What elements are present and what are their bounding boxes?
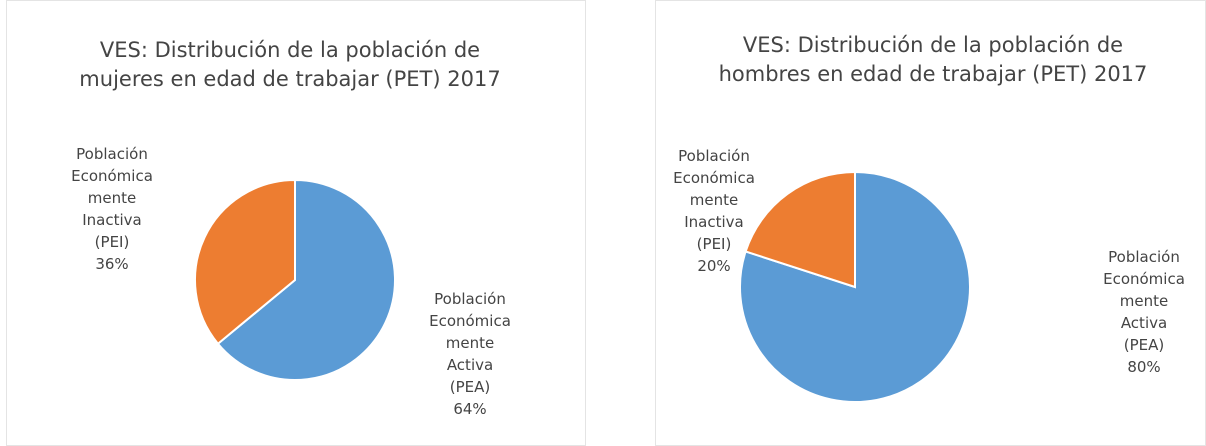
category-label: Población Económicamente Activa (PEA): [429, 290, 511, 396]
chart-title: VES: Distribución de la población de hom…: [718, 33, 1148, 86]
slice-label: Población Económicamente Activa (PEA) 80%: [1102, 246, 1186, 378]
slice-label: Población Económicamente Inactiva (PEI) 2…: [672, 145, 756, 277]
value-label: 20%: [697, 257, 731, 275]
value-label: 80%: [1127, 358, 1161, 376]
pie-slice: [194, 178, 296, 346]
category-label: Población Económicamente Inactiva (PEI): [673, 147, 755, 253]
chart-title: VES: Distribución de la población de muj…: [79, 38, 501, 91]
slice-label: Población Económicamente Inactiva (PEI) 3…: [70, 143, 154, 275]
pie-slice: [744, 170, 856, 289]
category-label: Población Económicamente Activa (PEA): [1103, 248, 1185, 354]
value-label: 36%: [95, 255, 129, 273]
pie-slice: [739, 170, 971, 403]
slice-label: Población Económicamente Activa (PEA) 64%: [428, 288, 512, 420]
value-label: 64%: [453, 400, 487, 418]
category-label: Población Económicamente Inactiva (PEI): [71, 145, 153, 251]
pie-slice: [216, 178, 396, 381]
